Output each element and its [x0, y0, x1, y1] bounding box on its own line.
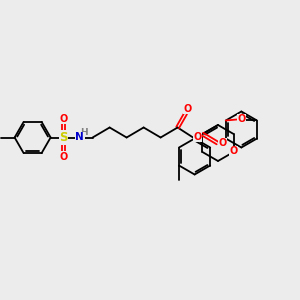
Text: O: O — [238, 115, 246, 124]
Text: O: O — [59, 152, 68, 161]
Text: S: S — [59, 131, 68, 144]
Text: O: O — [194, 131, 202, 142]
Text: O: O — [230, 146, 238, 156]
Text: N: N — [75, 133, 84, 142]
Text: O: O — [59, 113, 68, 124]
Text: O: O — [184, 103, 192, 113]
Text: O: O — [218, 138, 226, 148]
Text: H: H — [80, 128, 87, 137]
